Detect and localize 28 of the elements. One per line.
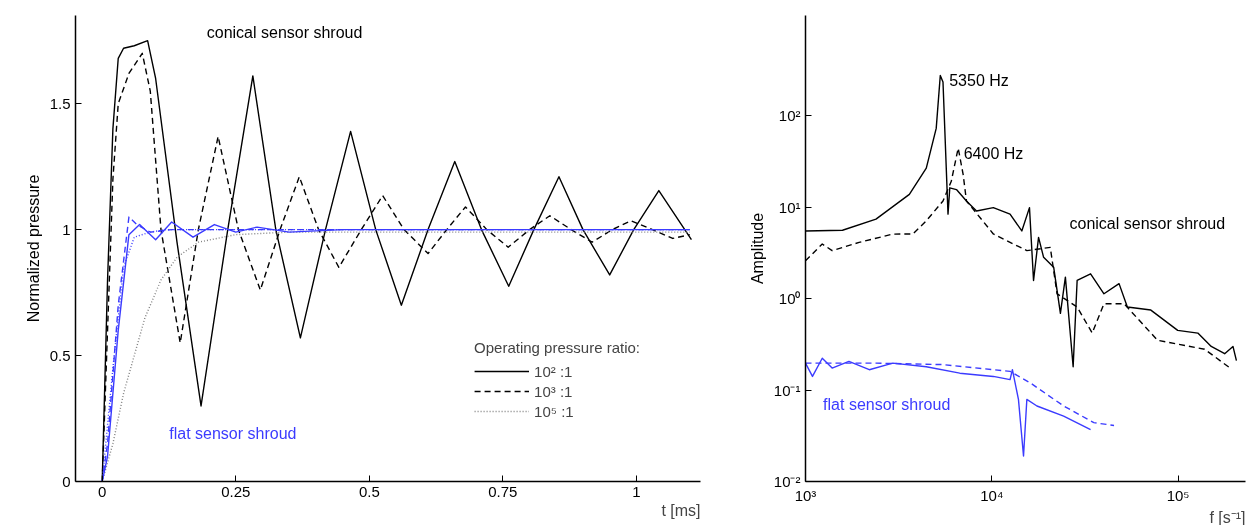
y-tick-label: 10² bbox=[778, 107, 801, 125]
annotation: conical sensor shroud bbox=[206, 23, 363, 41]
x-tick-label: 10⁵ bbox=[1166, 486, 1190, 504]
x-axis-title: f [s⁻¹] bbox=[1209, 508, 1246, 526]
y-tick-label: 0.5 bbox=[49, 346, 71, 364]
y-tick-label: 10⁻¹ bbox=[773, 381, 801, 399]
annotation: conical sensor shroud bbox=[1069, 214, 1226, 232]
x-tick-label: 0.5 bbox=[358, 482, 380, 500]
x-tick-label: 1 bbox=[632, 482, 641, 500]
y-tick-label: 10⁰ bbox=[778, 290, 801, 308]
x-axis-title: t [ms] bbox=[661, 501, 701, 519]
annotation: 6400 Hz bbox=[963, 145, 1024, 163]
x-tick-label: 0 bbox=[98, 482, 107, 500]
annotation: flat sensor shroud bbox=[823, 395, 951, 413]
legend-label: 10³ :1 bbox=[534, 382, 573, 400]
x-tick-label: 10⁴ bbox=[980, 486, 1004, 504]
legend-label: 10² :1 bbox=[534, 362, 573, 380]
legend-label: 10⁵ :1 bbox=[534, 402, 574, 420]
y-axis-title: Amplitude bbox=[748, 212, 766, 285]
y-tick-label: 10¹ bbox=[778, 198, 801, 216]
y-tick-label: 1.5 bbox=[49, 94, 71, 112]
y-tick-label: 1 bbox=[62, 220, 71, 238]
y-axis-title: Normalized pressure bbox=[24, 174, 42, 323]
annotation: 5350 Hz bbox=[949, 72, 1009, 90]
legend-title: Operating pressure ratio: bbox=[474, 339, 640, 356]
x-tick-label: 0.25 bbox=[221, 482, 251, 500]
x-tick-label: 0.75 bbox=[488, 482, 518, 500]
annotation: flat sensor shroud bbox=[169, 425, 297, 443]
